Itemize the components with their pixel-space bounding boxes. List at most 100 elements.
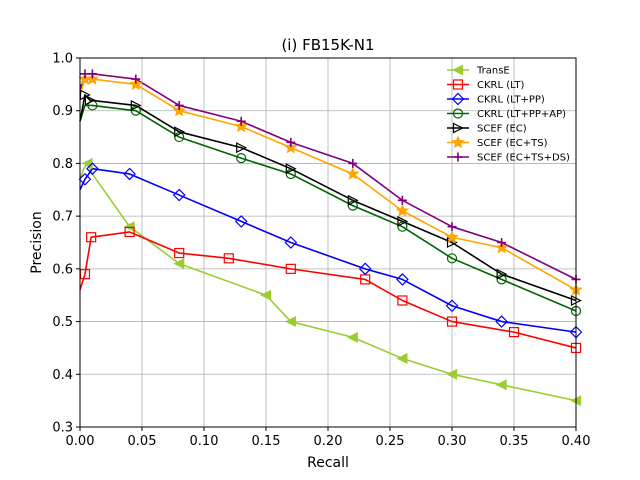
legend-entry-label: CKRL (LT) — [477, 80, 524, 91]
series-point-3 — [285, 168, 296, 180]
series-point-1 — [174, 247, 185, 259]
legend-swatch-marker — [451, 92, 465, 106]
series-point-1 — [86, 232, 97, 243]
series-point-4 — [236, 142, 248, 154]
y-tick-label: 0.3 — [52, 421, 73, 436]
series-point-3 — [397, 221, 408, 232]
y-tick-label: 0.4 — [52, 368, 73, 383]
series-point-1 — [124, 226, 135, 238]
series-point-6 — [174, 100, 184, 110]
series-point-1 — [223, 253, 234, 264]
series-point-0 — [495, 379, 507, 391]
x-tick-label: 0.35 — [500, 434, 529, 449]
series-line-4 — [79, 94, 577, 302]
x-tick-label: 0.40 — [562, 434, 591, 449]
y-tick-label: 0.7 — [52, 210, 73, 225]
series-point-4 — [84, 94, 96, 106]
series-point-1 — [285, 263, 296, 274]
y-axis-label: Precision — [29, 211, 45, 273]
legend-entry-label: TransE — [476, 66, 510, 77]
legend-entry-label: SCEF (EC+TS+DS) — [477, 153, 570, 164]
series-point-3 — [446, 253, 458, 264]
series-point-2 — [86, 162, 99, 176]
x-axis-ticks: 0.00 0.05 0.10 0.15 0.20 0.25 0.30 0.35 0.40 — [66, 427, 591, 449]
series-point-5 — [284, 140, 298, 154]
x-tick-label: 0.05 — [128, 434, 157, 449]
legend-swatch-marker — [452, 79, 464, 90]
chart-title: (i) FB15K-N1 — [281, 36, 374, 54]
y-tick-label: 0.8 — [52, 157, 73, 172]
series-point-2 — [78, 172, 92, 186]
series-point-2 — [396, 273, 409, 286]
x-tick-label: 0.15 — [252, 434, 281, 449]
series-point-2 — [284, 236, 298, 249]
series-line-3 — [79, 104, 577, 312]
series-point-3 — [174, 131, 185, 143]
series-point-3 — [236, 153, 247, 164]
y-axis-ticks: 0.3 0.4 0.5 0.6 0.7 0.8 0.9 1.0 — [52, 52, 80, 436]
series-point-1 — [446, 316, 458, 327]
legend-swatch-marker — [452, 122, 464, 134]
series-point-4 — [347, 194, 359, 206]
series-point-6 — [236, 116, 246, 126]
series-point-0 — [173, 258, 185, 270]
y-tick-label: 1.0 — [52, 52, 73, 67]
series-point-0 — [284, 316, 296, 328]
series-point-6 — [286, 137, 296, 147]
series-point-6 — [131, 74, 141, 84]
x-tick-label: 0.00 — [66, 434, 95, 449]
series-point-6 — [447, 222, 457, 232]
series-line-1 — [79, 231, 577, 349]
y-tick-label: 0.5 — [52, 315, 73, 330]
series-point-0 — [346, 331, 358, 343]
series-point-4 — [130, 99, 142, 111]
series-point-5 — [445, 230, 459, 243]
series-point-2 — [172, 188, 186, 202]
series-point-5 — [395, 203, 410, 217]
series-point-6 — [87, 69, 97, 79]
series-point-0 — [396, 353, 408, 364]
series-point-1 — [397, 295, 408, 306]
series-point-6 — [497, 238, 507, 247]
series-point-5 — [129, 77, 143, 91]
x-axis-label: Recall — [307, 455, 349, 471]
series-point-2 — [495, 315, 508, 328]
series-point-5 — [346, 166, 360, 180]
legend-entry-label: SCEF (EC) — [477, 124, 527, 135]
series-point-5 — [494, 240, 509, 254]
y-tick-label: 0.6 — [52, 262, 73, 277]
series-point-3 — [130, 105, 141, 116]
legend-entry-label: CKRL (LT+PP) — [477, 95, 545, 106]
series-line-2 — [79, 167, 577, 333]
legend-swatch-marker — [452, 64, 464, 76]
series-point-0 — [260, 289, 272, 301]
series-point-0 — [123, 221, 135, 233]
series-point-4 — [496, 268, 508, 280]
series-point-5 — [234, 119, 248, 133]
series-point-2 — [123, 167, 136, 181]
series-point-2 — [234, 215, 248, 228]
series-point-1 — [508, 327, 520, 338]
series-point-5 — [85, 72, 100, 85]
series-point-2 — [358, 262, 372, 276]
series-point-4 — [397, 215, 409, 227]
legend-swatch-marker — [451, 135, 465, 149]
x-tick-label: 0.25 — [376, 434, 405, 449]
series-point-4 — [285, 163, 297, 175]
y-tick-label: 0.9 — [52, 104, 73, 119]
legend-entry-label: CKRL (LT+PP+AP) — [477, 109, 566, 120]
x-tick-label: 0.30 — [438, 434, 467, 449]
legend-entry-label: SCEF (EC+TS) — [477, 138, 548, 149]
legend: TransE CKRL (LT) CKRL (LT+PP) CKRL (LT+PP+A… — [447, 64, 570, 164]
series-point-3 — [496, 274, 507, 285]
series-point-6 — [397, 195, 407, 205]
x-tick-label: 0.20 — [314, 434, 343, 449]
series-point-3 — [347, 200, 358, 211]
legend-swatch-marker — [453, 152, 463, 162]
series-point-4 — [174, 126, 186, 138]
series-point-6 — [348, 158, 358, 168]
legend-swatch-marker — [452, 108, 464, 119]
series-point-5 — [172, 103, 186, 117]
series-point-2 — [445, 299, 459, 313]
